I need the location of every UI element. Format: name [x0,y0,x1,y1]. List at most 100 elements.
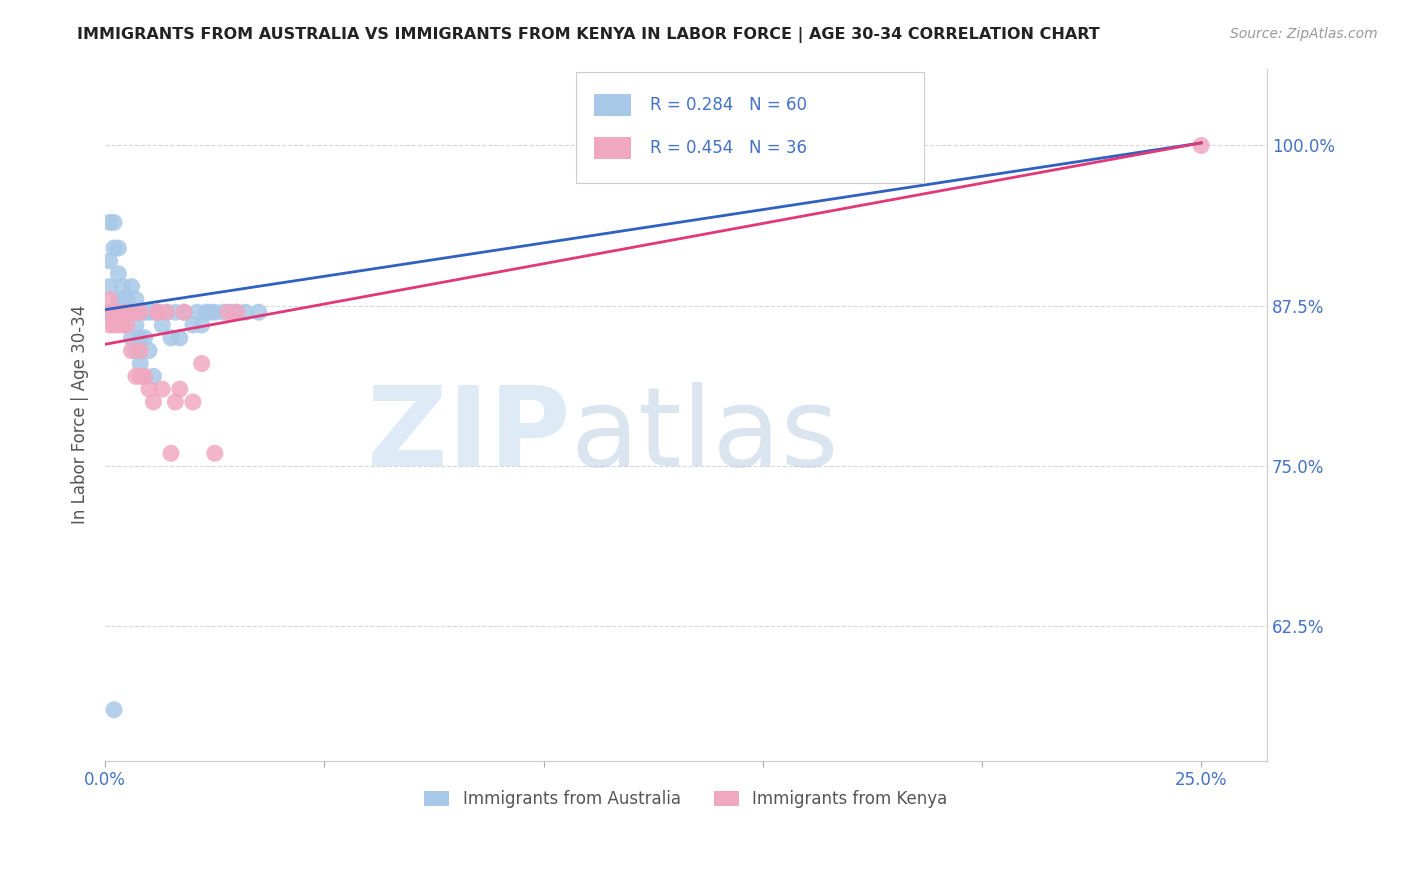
Point [111,293,134,307]
Point [150,382,173,396]
Point [1189,138,1212,153]
Point [103,241,125,255]
Point [129,369,152,384]
Point [186,305,208,319]
Point [121,279,143,293]
Legend: Immigrants from Australia, Immigrants from Kenya: Immigrants from Australia, Immigrants fr… [418,784,955,815]
Point [107,305,129,319]
Text: ZIP: ZIP [367,382,569,489]
Point [121,305,143,319]
Point [752,138,775,153]
Point [111,305,134,319]
Point [138,343,160,358]
Point [111,318,134,332]
Point [129,331,152,345]
Point [111,305,134,319]
Point [204,446,226,460]
Point [125,343,148,358]
Point [107,293,129,307]
Point [225,305,247,319]
Point [217,305,239,319]
Point [134,331,156,345]
Point [160,331,183,345]
Point [121,305,143,319]
Point [103,305,125,319]
Point [235,305,257,319]
Point [103,305,125,319]
Point [169,382,191,396]
Point [125,369,148,384]
Point [98,253,121,268]
FancyBboxPatch shape [575,72,924,183]
Point [190,318,212,332]
Point [134,305,156,319]
Point [115,318,138,332]
Point [125,305,148,319]
Point [107,305,129,319]
Point [173,305,195,319]
Point [138,382,160,396]
Point [181,318,204,332]
Point [121,331,143,345]
Point [146,305,169,319]
Point [125,318,148,332]
Point [165,305,187,319]
Point [221,305,243,319]
Point [107,267,129,281]
Text: IMMIGRANTS FROM AUSTRALIA VS IMMIGRANTS FROM KENYA IN LABOR FORCE | AGE 30-34 CO: IMMIGRANTS FROM AUSTRALIA VS IMMIGRANTS … [77,27,1099,43]
Point [98,293,121,307]
Point [103,305,125,319]
Point [98,305,121,319]
Point [115,305,138,319]
Point [111,279,134,293]
Point [129,305,152,319]
Point [103,318,125,332]
Point [98,279,121,293]
Point [115,305,138,319]
Point [155,305,177,319]
Point [125,293,148,307]
Point [98,305,121,319]
Point [169,331,191,345]
Point [129,305,152,319]
Point [165,395,187,409]
Point [103,305,125,319]
Point [160,446,183,460]
Text: atlas: atlas [569,382,838,489]
Point [134,369,156,384]
Point [146,305,169,319]
Point [212,305,235,319]
Point [115,293,138,307]
Point [142,369,165,384]
Point [103,703,125,717]
Point [190,357,212,371]
Point [247,305,270,319]
Point [107,305,129,319]
Point [173,305,195,319]
FancyBboxPatch shape [595,137,631,160]
Text: Source: ZipAtlas.com: Source: ZipAtlas.com [1230,27,1378,41]
Point [146,305,169,319]
Point [98,305,121,319]
Point [134,369,156,384]
Point [121,343,143,358]
Point [103,305,125,319]
Y-axis label: In Labor Force | Age 30-34: In Labor Force | Age 30-34 [72,305,89,524]
Text: R = 0.284   N = 60: R = 0.284 N = 60 [650,96,807,114]
Point [107,241,129,255]
Point [195,305,218,319]
Point [111,305,134,319]
Point [150,318,173,332]
FancyBboxPatch shape [595,95,631,116]
Point [121,305,143,319]
Point [155,305,177,319]
Point [138,305,160,319]
Point [98,318,121,332]
Point [142,395,165,409]
Point [225,305,247,319]
Point [181,395,204,409]
Point [204,305,226,319]
Point [115,305,138,319]
Text: R = 0.454   N = 36: R = 0.454 N = 36 [650,139,807,157]
Point [98,215,121,229]
